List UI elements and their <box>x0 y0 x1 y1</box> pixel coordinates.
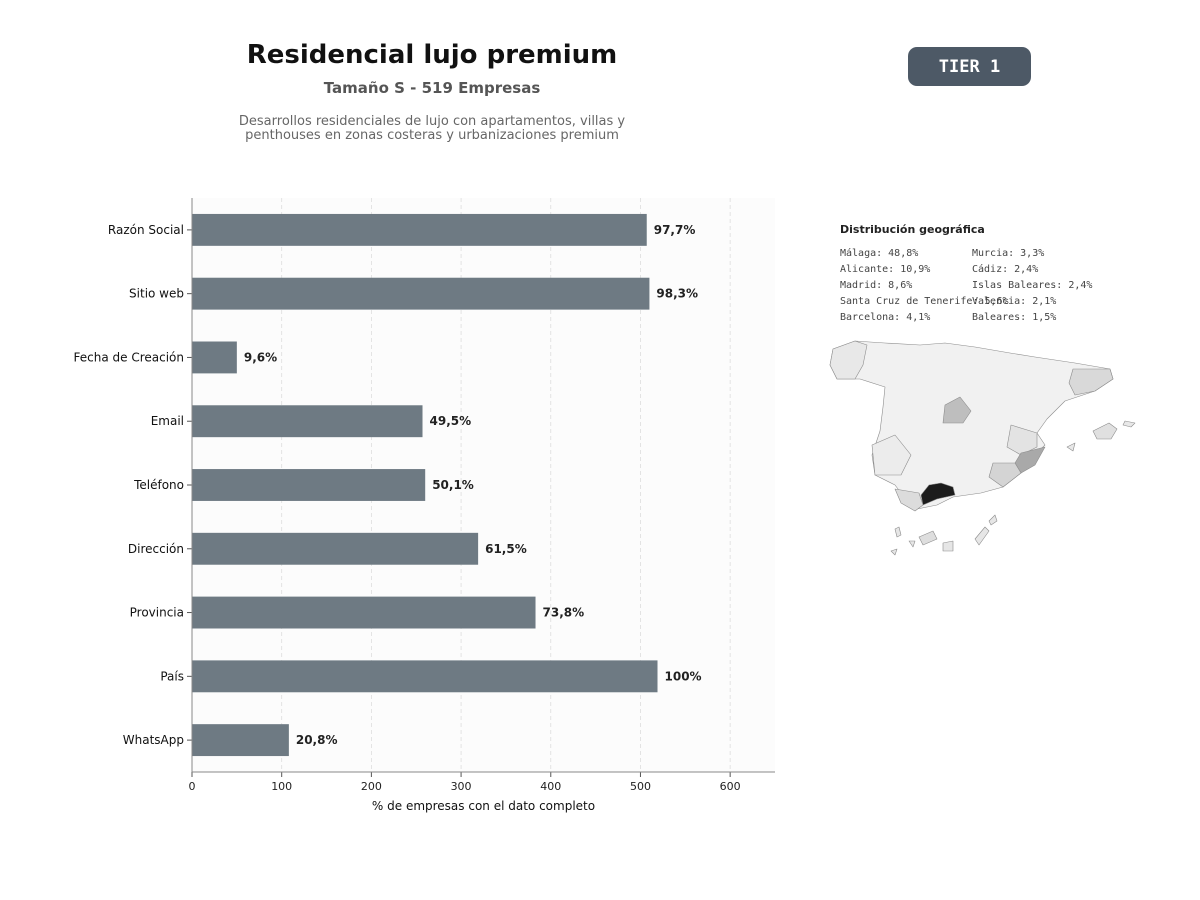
map-region-catalonia <box>1068 368 1114 396</box>
map-island-menorca <box>1122 420 1136 428</box>
bar <box>192 724 289 757</box>
geo-list-item: Santa Cruz de Tenerife: 5,6% <box>840 296 1009 307</box>
map-region-murcia <box>988 462 1022 488</box>
data-label: 9,6% <box>244 350 277 364</box>
bar <box>192 596 536 629</box>
y-tick-label: Razón Social <box>108 223 184 237</box>
geo-list-column-1: Málaga: 48,8% Alicante: 10,9% Madrid: 8,… <box>840 246 1009 326</box>
geo-list-item: Baleares: 1,5% <box>972 312 1057 323</box>
bar <box>192 660 658 693</box>
y-tick-label: Provincia <box>130 606 184 620</box>
y-tick-label: Teléfono <box>133 478 184 492</box>
map-canary-gran-canaria <box>942 540 954 552</box>
geo-distribution-title: Distribución geográfica <box>840 223 985 236</box>
map-canary-tenerife <box>918 530 938 546</box>
geo-list-item: Barcelona: 4,1% <box>840 312 931 323</box>
map-region-malaga <box>920 482 956 506</box>
geo-list-item: Murcia: 3,3% <box>972 248 1045 259</box>
y-tick-label: WhatsApp <box>123 733 184 747</box>
map-island-ibiza <box>1066 442 1076 452</box>
map-canary-fuerteventura <box>974 526 990 546</box>
y-tick-label: Email <box>151 414 184 428</box>
map-canary-lanzarote <box>988 514 998 526</box>
data-label: 50,1% <box>432 478 474 492</box>
description-line-2: penthouses en zonas costeras y urbanizac… <box>245 128 619 143</box>
x-tick-label: 0 <box>189 780 196 793</box>
map-region-west <box>871 434 912 476</box>
y-tick-label: País <box>160 669 184 683</box>
geo-list-item: Valencia: 2,1% <box>972 296 1057 307</box>
data-label: 98,3% <box>656 287 698 301</box>
x-tick-label: 600 <box>720 780 741 793</box>
data-label: 73,8% <box>543 606 585 620</box>
map-canary-la-gomera <box>908 540 916 548</box>
map-region-alicante <box>1014 446 1046 474</box>
data-label: 49,5% <box>430 414 472 428</box>
bar <box>192 341 237 374</box>
chart-title: Residencial lujo premium <box>246 40 618 70</box>
map-region-madrid <box>942 396 972 424</box>
geo-list-item: Cádiz: 2,4% <box>972 264 1039 275</box>
y-tick-label: Dirección <box>128 542 184 556</box>
geo-list-item: Alicante: 10,9% <box>840 264 931 275</box>
bar <box>192 213 647 246</box>
data-label: 97,7% <box>654 223 696 237</box>
data-label: 100% <box>665 669 702 683</box>
bar <box>192 277 650 310</box>
tier-badge: TIER 1 <box>908 47 1031 86</box>
x-tick-label: 500 <box>630 780 651 793</box>
spain-province-map <box>829 340 1136 556</box>
data-label: 20,8% <box>296 733 338 747</box>
description-line-1: Desarrollos residenciales de lujo con ap… <box>238 114 626 129</box>
bar <box>192 469 426 501</box>
map-island-mallorca <box>1092 422 1118 440</box>
map-canary-el-hierro <box>890 548 898 556</box>
map-canary-la-palma <box>894 526 902 538</box>
geo-list-item: Málaga: 48,8% <box>840 248 919 259</box>
chart-subtitle: Tamaño S - 519 Empresas <box>323 79 541 97</box>
map-region-cadiz <box>894 488 924 512</box>
y-tick-label: Sitio web <box>129 287 184 301</box>
bar-chart: 0 100 200 300 400 500 600 Razón Social 97,7% Siti… <box>74 198 775 813</box>
chart-description: Desarrollos residenciales de lujo con ap… <box>212 115 652 143</box>
x-tick-label: 100 <box>271 780 292 793</box>
data-label: 61,5% <box>485 542 527 556</box>
map-mainland <box>829 340 1114 510</box>
x-tick-label: 200 <box>361 780 382 793</box>
geo-list-item: Madrid: 8,6% <box>840 280 913 291</box>
x-tick-label: 400 <box>540 780 561 793</box>
map-region-galicia <box>829 340 868 380</box>
geo-list-column-2: Murcia: 3,3% Cádiz: 2,4% Islas Baleares:… <box>972 246 1092 326</box>
y-tick-label: Fecha de Creación <box>74 350 184 364</box>
bar <box>192 405 423 438</box>
x-axis-label: % de empresas con el dato completo <box>372 799 595 813</box>
geo-list-item: Islas Baleares: 2,4% <box>972 280 1093 291</box>
bar <box>192 532 479 565</box>
x-tick-label: 300 <box>451 780 472 793</box>
